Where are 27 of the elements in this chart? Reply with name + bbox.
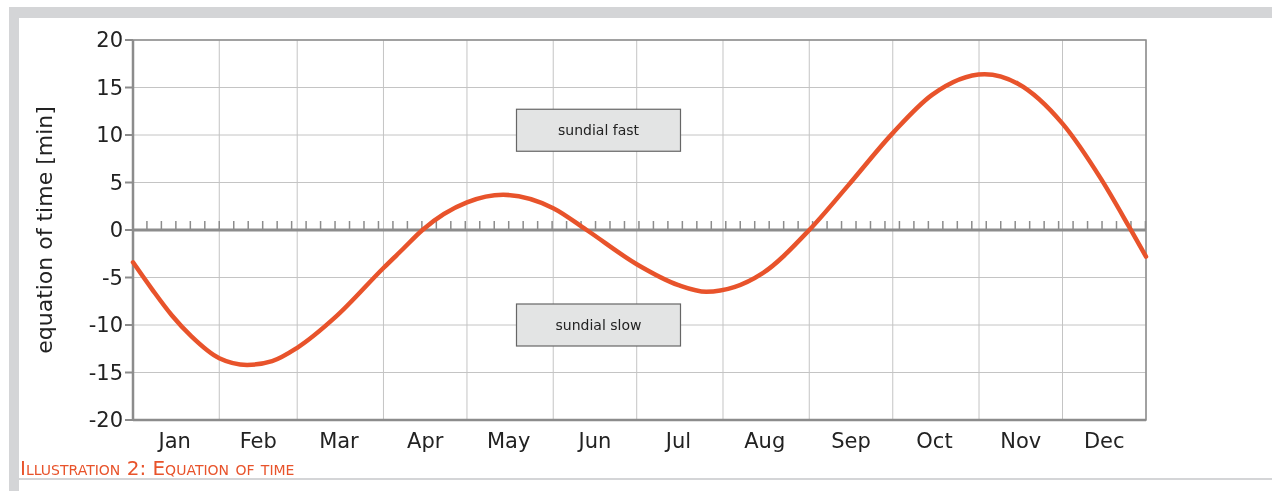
y-tick-label: -5 xyxy=(102,265,123,290)
annotation: sundial fast xyxy=(557,122,640,139)
y-tick-label: 0 xyxy=(109,218,123,243)
x-tick-label: Mar xyxy=(319,429,360,453)
x-tick-label: Jun xyxy=(576,429,612,453)
y-tick-label: 15 xyxy=(96,75,123,100)
y-tick-label: -10 xyxy=(88,313,123,338)
x-tick-label: Aug xyxy=(744,429,786,453)
x-tick-label: Oct xyxy=(916,429,953,453)
y-tick-label: -20 xyxy=(88,408,123,433)
x-tick-label: Feb xyxy=(239,429,277,453)
x-tick-label: Nov xyxy=(1000,429,1042,453)
y-tick-label: 10 xyxy=(96,123,123,148)
x-tick-label: Jan xyxy=(156,429,191,453)
annotation: sundial slow xyxy=(555,316,642,333)
y-axis-title: equation of time [min] xyxy=(32,106,57,354)
y-tick-label: 5 xyxy=(109,170,123,195)
x-tick-label: Jul xyxy=(663,429,692,453)
y-tick-label: 20 xyxy=(96,28,123,53)
x-tick-label: May xyxy=(486,429,531,453)
x-tick-label: Dec xyxy=(1083,429,1125,453)
text: Illustration 2: Equation of time xyxy=(20,456,295,480)
note-box: sundial fast xyxy=(515,108,682,152)
x-tick-label: Apr xyxy=(407,429,444,453)
x-tick-label: Sep xyxy=(831,429,871,453)
note-box: sundial slow xyxy=(515,303,682,347)
y-tick-label: -15 xyxy=(88,360,123,385)
